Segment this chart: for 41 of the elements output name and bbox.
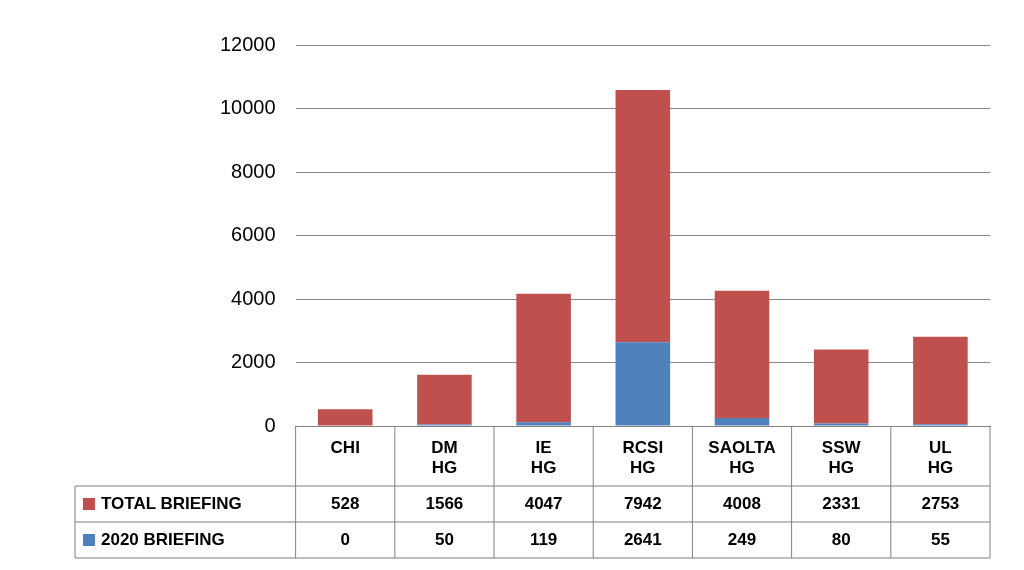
legend-label: 2020 BRIEFING [101, 529, 225, 549]
data-label: 4008 [723, 493, 761, 513]
x-tick-label: DM HG [431, 437, 458, 478]
bar [317, 409, 373, 426]
x-tick-label: SSW HG [821, 437, 862, 478]
data-label: 2331 [822, 493, 861, 513]
bar [714, 418, 770, 426]
data-label: 2641 [623, 529, 662, 549]
bar [813, 349, 869, 424]
y-tick-label: 6000 [231, 223, 276, 246]
data-label: 55 [930, 529, 950, 549]
x-tick-label: CHI [330, 437, 360, 457]
data-label: 50 [434, 529, 454, 549]
legend-label: TOTAL BRIEFING [101, 493, 242, 513]
x-tick-label: SAOLTA HG [708, 437, 776, 478]
data-label: 249 [727, 529, 757, 549]
bar [516, 293, 571, 423]
bar [615, 89, 671, 343]
data-label: 528 [331, 493, 360, 513]
y-tick-label: 8000 [231, 159, 276, 182]
data-label: 0 [340, 529, 350, 549]
data-label: 2753 [921, 493, 960, 513]
bar [913, 336, 968, 425]
bar [813, 423, 869, 426]
y-tick-label: 2000 [231, 350, 276, 373]
x-tick-label: UL HG [927, 437, 954, 478]
data-label: 80 [831, 529, 851, 549]
x-tick-label: IE HG [530, 437, 557, 478]
y-tick-label: 10000 [219, 96, 276, 119]
y-tick-label: 4000 [231, 286, 276, 309]
y-tick-label: 12000 [219, 32, 276, 55]
data-label: 7942 [623, 493, 662, 513]
bar [615, 342, 671, 426]
data-label: 1566 [425, 493, 464, 513]
bar [516, 422, 571, 426]
data-label: 4047 [524, 493, 563, 513]
data-label: 119 [529, 529, 558, 549]
y-tick-label: 0 [264, 413, 276, 436]
bar [417, 374, 472, 425]
x-tick-label: RCSI HG [622, 437, 664, 478]
bar [714, 290, 770, 419]
